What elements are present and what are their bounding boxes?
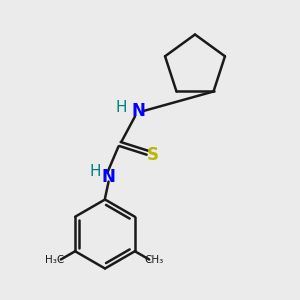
Text: H: H [90,164,101,179]
Text: H: H [116,100,127,115]
Text: S: S [147,146,159,164]
Text: N: N [131,102,145,120]
Text: N: N [102,168,116,186]
Text: H₃C: H₃C [46,255,65,265]
Text: CH₃: CH₃ [144,255,164,265]
